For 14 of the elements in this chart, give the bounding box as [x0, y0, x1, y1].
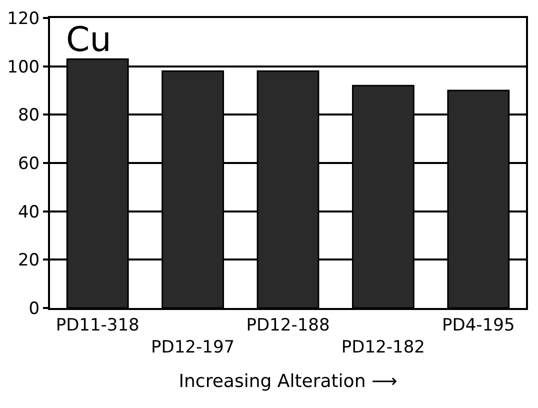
x-tick-label: PD11-318 — [56, 315, 140, 336]
y-tick-label: 0 — [28, 298, 40, 319]
y-tick-label: 60 — [18, 154, 40, 174]
chart-title: Cu — [66, 20, 112, 60]
y-tick-label: 100 — [7, 57, 40, 78]
y-tick-label: 80 — [18, 106, 40, 126]
y-tick-label: 40 — [18, 202, 40, 222]
x-tick-label: PD12-188 — [246, 315, 330, 336]
y-tick-label: 20 — [18, 250, 40, 271]
y-tick-label: 120 — [7, 8, 40, 29]
x-tick-label: PD12-197 — [151, 338, 235, 358]
x-tick-label: PD12-182 — [341, 338, 425, 358]
x-tick-label: PD4-195 — [442, 315, 515, 336]
x-axis-title: Increasing Alteration ⟶ — [178, 371, 398, 392]
